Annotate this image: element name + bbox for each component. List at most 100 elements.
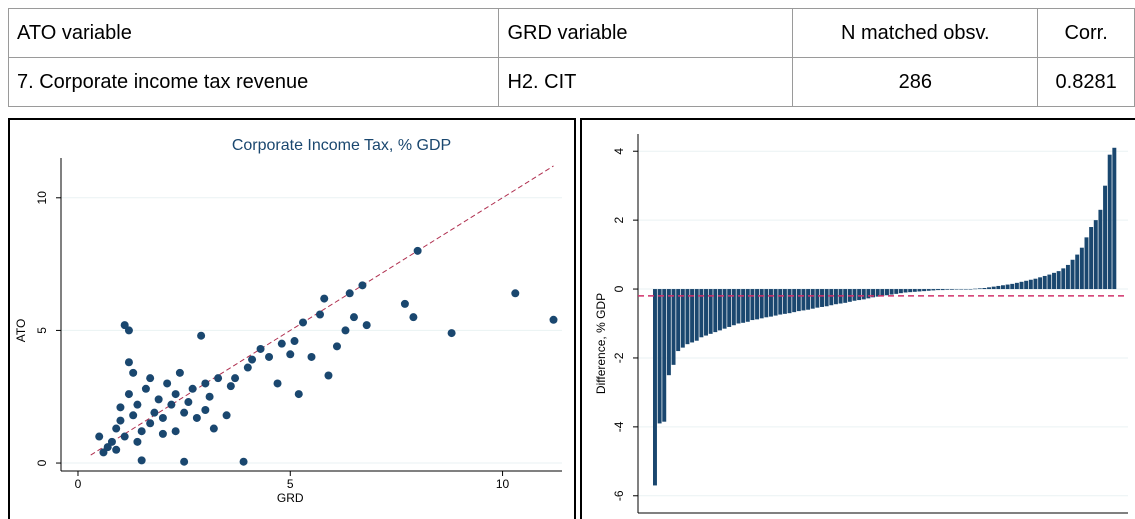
bar <box>829 289 834 306</box>
bar <box>945 289 950 290</box>
bar <box>759 289 764 319</box>
bar <box>954 289 959 290</box>
point <box>133 400 142 409</box>
point <box>358 281 367 290</box>
point <box>124 358 133 367</box>
point <box>112 424 121 433</box>
bar <box>680 289 685 348</box>
point <box>124 326 133 335</box>
bar <box>750 289 755 321</box>
bar <box>722 289 727 329</box>
bar <box>1028 279 1033 290</box>
point <box>116 403 125 412</box>
bar <box>708 289 713 334</box>
y-tick-label: -4 <box>612 421 626 432</box>
bar <box>968 289 973 290</box>
bar <box>908 289 913 293</box>
bar <box>676 289 681 352</box>
bar <box>713 289 718 333</box>
point <box>129 368 138 377</box>
point <box>286 350 295 359</box>
bar <box>1024 280 1029 290</box>
point <box>180 408 189 417</box>
point <box>192 413 201 422</box>
bar <box>936 289 940 291</box>
y-axis-label: Difference, % GDP <box>594 293 608 394</box>
point <box>239 457 248 466</box>
bar <box>991 286 996 290</box>
bar <box>898 289 903 294</box>
reference-line <box>90 165 554 456</box>
bar <box>1038 277 1043 290</box>
bar <box>1047 274 1052 290</box>
y-tick-label: -2 <box>612 352 626 363</box>
bar <box>894 289 899 294</box>
bar <box>1056 271 1061 290</box>
bar <box>866 289 871 299</box>
bar <box>1070 259 1075 290</box>
x-tick-label: 10 <box>496 477 510 491</box>
bar <box>1042 275 1047 290</box>
bar <box>806 289 811 310</box>
bar <box>731 289 736 326</box>
x-tick-label: 5 <box>287 477 294 491</box>
point <box>549 315 558 324</box>
header-cell: ATO variable <box>7 8 500 58</box>
bar <box>727 289 732 327</box>
point <box>290 337 299 346</box>
bar <box>977 288 982 290</box>
bar <box>926 289 931 291</box>
point <box>214 374 223 383</box>
y-tick-label: 0 <box>35 459 49 466</box>
bar <box>773 289 778 316</box>
point <box>349 313 358 322</box>
point <box>146 419 155 428</box>
bar <box>982 288 987 290</box>
point <box>197 331 206 340</box>
point <box>315 310 324 319</box>
point <box>248 355 257 364</box>
point <box>171 390 180 399</box>
bar <box>959 289 964 290</box>
point <box>137 456 146 465</box>
bar <box>778 289 783 315</box>
point <box>345 289 354 298</box>
y-tick-label: 2 <box>612 216 626 223</box>
point <box>201 379 210 388</box>
header-cell: GRD variable <box>498 8 794 58</box>
point <box>231 374 240 383</box>
bar <box>1019 281 1024 290</box>
point <box>129 411 138 420</box>
cell: 286 <box>792 57 1039 107</box>
bar <box>940 289 945 291</box>
point <box>409 313 418 322</box>
bar <box>1107 154 1112 290</box>
bar <box>782 289 787 314</box>
point <box>294 390 303 399</box>
bar <box>690 289 695 343</box>
point <box>158 413 167 422</box>
bar <box>963 289 968 290</box>
header-cell: N matched obsv. <box>792 8 1039 58</box>
point <box>307 352 316 361</box>
bar <box>922 289 927 292</box>
summary-table: ATO variable GRD variable N matched obsv… <box>7 8 1135 107</box>
bar <box>912 289 917 292</box>
point <box>171 427 180 436</box>
bar <box>764 289 769 318</box>
point <box>133 437 142 446</box>
bar <box>1065 264 1070 290</box>
bar <box>685 289 690 345</box>
bar <box>694 289 699 341</box>
bar <box>796 289 801 312</box>
point <box>120 432 129 441</box>
point <box>188 384 197 393</box>
point <box>175 368 184 377</box>
bar <box>889 289 894 295</box>
bar <box>755 289 760 320</box>
point <box>324 371 333 380</box>
left-panel <box>8 118 576 519</box>
bar <box>917 289 922 292</box>
point <box>184 398 193 407</box>
